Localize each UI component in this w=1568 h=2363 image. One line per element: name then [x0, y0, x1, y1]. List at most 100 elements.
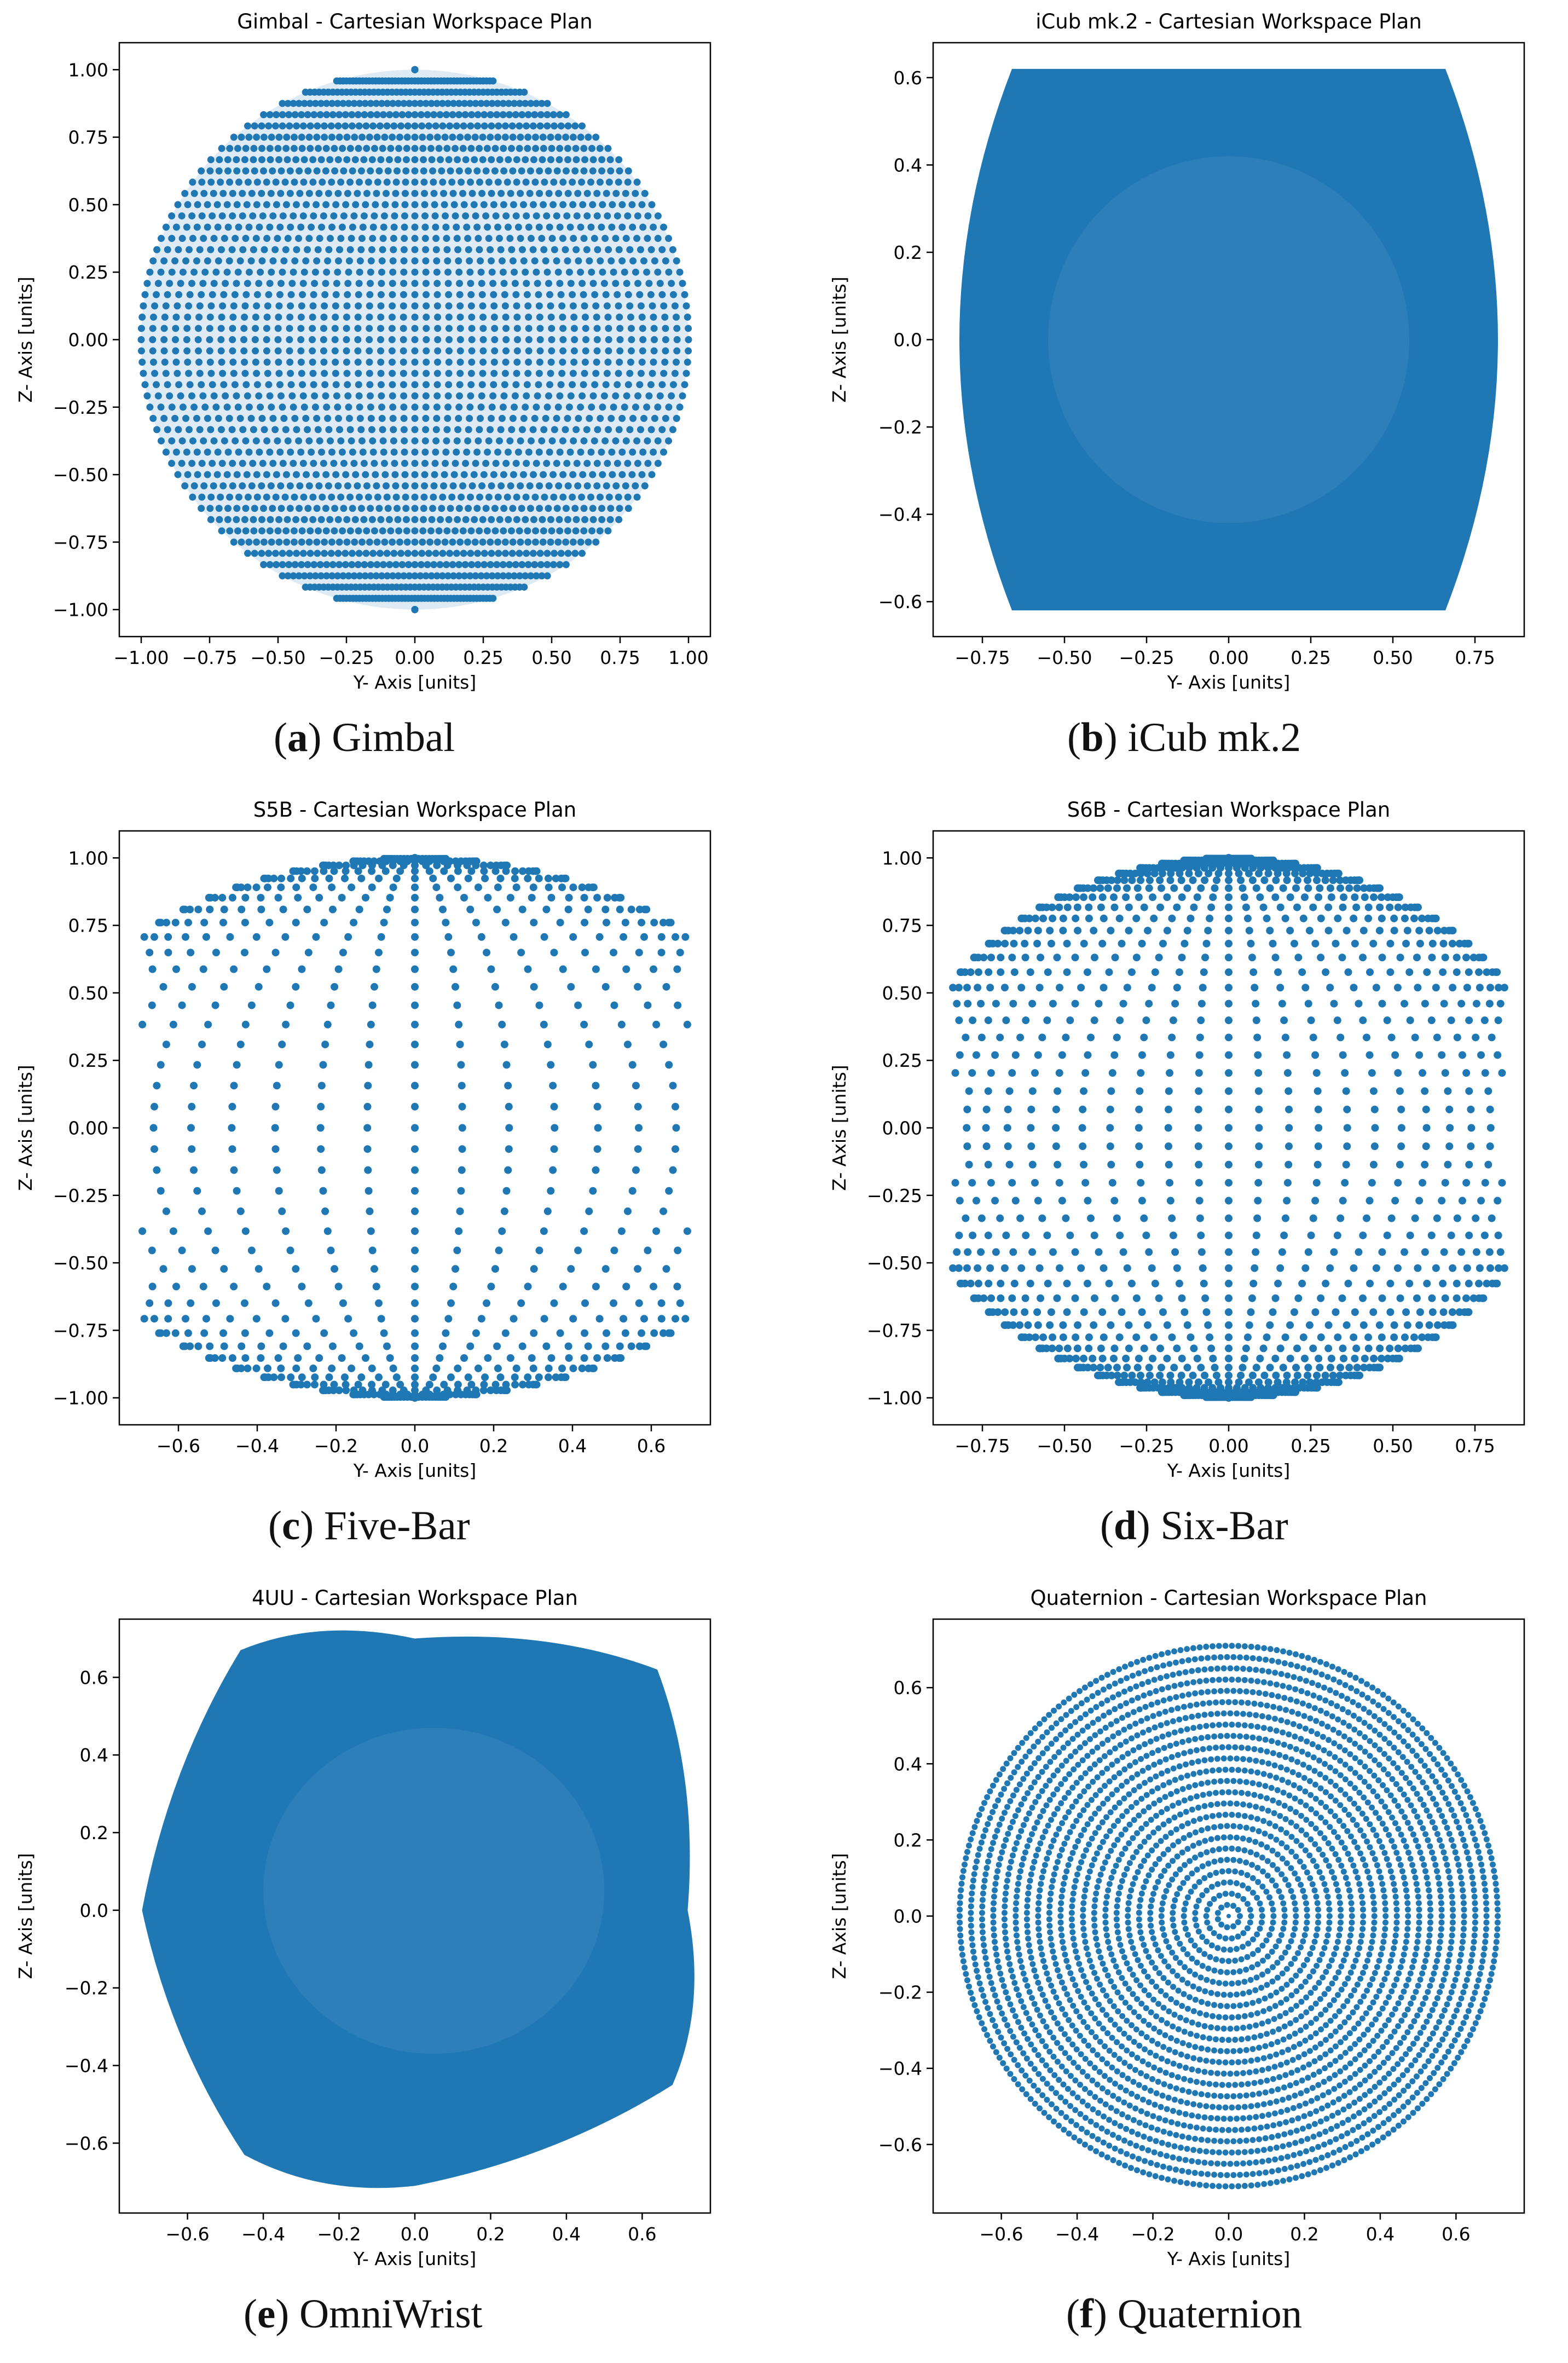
data-point [448, 493, 456, 501]
data-point [1239, 884, 1247, 892]
data-point [595, 1315, 604, 1323]
data-point [1336, 1371, 1344, 1379]
data-point [304, 505, 312, 512]
data-point [233, 280, 240, 287]
data-point [520, 88, 528, 96]
data-point [1330, 999, 1338, 1008]
data-point [596, 493, 604, 501]
data-point [286, 122, 293, 130]
data-point [501, 302, 509, 310]
data-point [543, 403, 551, 411]
data-point [466, 403, 474, 411]
data-point [496, 235, 504, 242]
data-point [593, 336, 601, 343]
data-point [1173, 984, 1181, 992]
data-point [467, 369, 475, 377]
data-point [349, 505, 356, 512]
data-point [1401, 1248, 1409, 1256]
data-point [276, 381, 283, 389]
data-point [564, 905, 572, 914]
data-point [1286, 927, 1294, 935]
data-point [490, 471, 497, 478]
data-point [673, 257, 680, 265]
data-point [225, 257, 233, 265]
data-point [650, 223, 657, 231]
data-point [159, 983, 167, 991]
data-point [551, 1124, 559, 1132]
data-point [1440, 999, 1448, 1008]
data-point [470, 201, 478, 209]
data-point [1132, 1294, 1141, 1302]
data-point [429, 874, 437, 882]
data-point [1247, 1906, 1253, 1913]
data-point [594, 426, 601, 434]
data-point [536, 505, 543, 512]
data-point [1406, 1016, 1414, 1025]
data-point [456, 313, 464, 321]
data-point [963, 1105, 971, 1113]
data-point [466, 572, 474, 580]
data-point [665, 1061, 673, 1069]
data-point [428, 516, 436, 523]
data-point [186, 426, 193, 434]
data-point [1481, 1069, 1489, 1077]
data-point [218, 359, 225, 366]
data-point [494, 883, 502, 892]
data-point [264, 302, 271, 310]
data-point [143, 392, 151, 400]
data-point [540, 933, 548, 941]
data-point [327, 550, 335, 557]
data-point [368, 883, 376, 892]
data-point [1462, 1069, 1471, 1077]
data-point [267, 156, 274, 164]
data-point [309, 336, 316, 343]
data-point [411, 111, 419, 119]
data-point [1009, 1248, 1017, 1256]
data-point [297, 313, 305, 321]
data-point [593, 482, 601, 490]
data-point [1359, 1294, 1367, 1302]
data-point [312, 1315, 320, 1323]
data-point [536, 122, 544, 130]
data-point [239, 426, 247, 434]
data-point [556, 448, 564, 456]
data-point [368, 516, 376, 523]
data-point [1243, 1333, 1252, 1342]
data-point [1386, 1308, 1395, 1316]
data-point [375, 1373, 383, 1382]
data-point [162, 1041, 170, 1049]
data-point [551, 246, 558, 253]
data-point [368, 156, 376, 164]
data-point [489, 392, 497, 400]
data-point [311, 874, 319, 882]
data-point [149, 414, 157, 422]
data-point [320, 1329, 328, 1337]
data-point [279, 572, 286, 580]
data-point [340, 874, 349, 882]
data-point [211, 1246, 219, 1255]
data-point [1110, 903, 1119, 911]
data-point [629, 257, 637, 265]
data-point [1127, 968, 1136, 977]
data-point [1363, 1214, 1371, 1222]
data-point [217, 178, 224, 186]
data-point [638, 918, 646, 927]
data-point [650, 1282, 658, 1291]
data-point [244, 280, 251, 287]
data-point [443, 561, 450, 568]
data-point [1225, 1264, 1233, 1272]
data-point [411, 325, 419, 332]
data-point [580, 527, 588, 535]
data-point [1271, 893, 1280, 902]
data-point [343, 516, 351, 523]
data-point [223, 201, 231, 209]
data-point [1216, 1892, 1223, 1899]
data-point [411, 246, 419, 253]
data-point [1144, 1321, 1152, 1329]
data-point [525, 347, 533, 355]
data-point [1350, 984, 1358, 992]
data-point [1106, 1124, 1114, 1132]
data-point [669, 426, 676, 434]
x-tick-label: 0.00 [395, 647, 435, 668]
data-point [531, 257, 539, 265]
